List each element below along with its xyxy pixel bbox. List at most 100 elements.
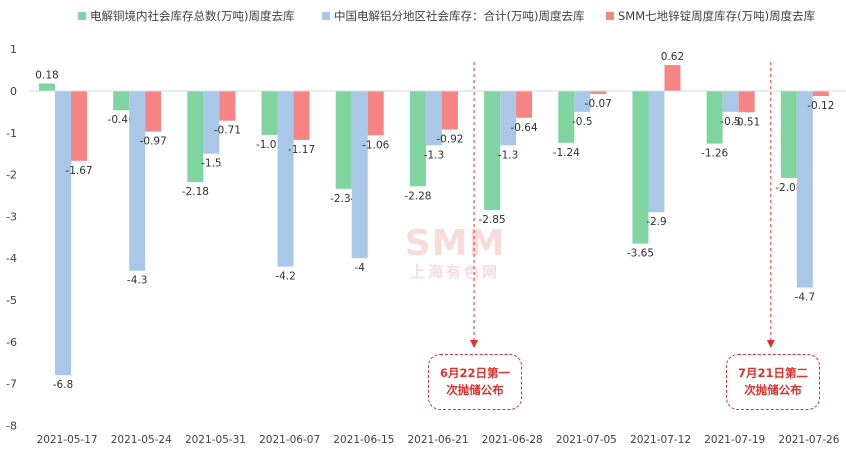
data-label: -4.7 [795,291,816,303]
annotation-first-line1: 6月22日第一 [439,366,510,380]
x-tick-label: 2021-07-05 [556,434,617,446]
bar-1-1 [129,91,146,271]
y-tick-label: 1 [10,43,17,56]
legend-item-aluminum: 中国电解铝分地区社会库存：合计(万吨)周度去库 [322,8,584,24]
data-label: -1.3 [498,149,519,161]
data-label: -2.85 [479,214,506,226]
bar-2-10 [812,91,829,97]
data-label: -0.71 [214,125,241,137]
x-tick-label: 2021-07-12 [630,434,691,446]
bar-1-8 [648,91,665,213]
data-label: -1.24 [553,147,580,159]
bar-1-9 [722,91,739,112]
y-tick-label: -4 [6,252,17,265]
x-tick-label: 2021-06-07 [259,434,320,446]
data-label: -2.08 [775,182,802,194]
x-tick-label: 2021-07-19 [704,434,765,446]
bar-1-0 [55,91,71,376]
x-tick-label: 2021-05-24 [111,434,172,446]
bar-2-6 [516,91,533,118]
data-label: -4.3 [127,275,148,287]
bar-1-4 [351,91,368,259]
data-label: -2.9 [646,216,667,228]
bar-2-9 [738,91,755,113]
legend-swatch-aluminum [322,12,330,20]
data-label: -0.51 [733,116,760,128]
data-label: -0.97 [140,136,167,148]
data-label: 0.18 [35,69,58,81]
bar-2-2 [219,91,236,121]
legend-swatch-zinc [606,12,614,20]
y-tick-label: -3 [6,210,17,223]
data-label: -1.5 [201,158,222,170]
legend-label-aluminum: 中国电解铝分地区社会库存：合计(万吨)周度去库 [334,9,585,23]
data-label: -2.18 [182,186,209,198]
x-tick-label: 2021-05-17 [37,434,98,446]
annotation-arrow-head [766,340,775,348]
legend-item-zinc: SMM七地锌锭周度库存(万吨)周度去库 [606,8,815,24]
bar-0-3 [261,91,278,135]
x-tick-label: 2021-05-31 [185,434,246,446]
bar-0-9 [706,91,723,144]
legend-label-zinc: SMM七地锌锭周度库存(万吨)周度去库 [618,9,816,23]
data-label: -6.8 [53,379,74,391]
bar-2-5 [441,91,458,130]
data-label: -0.12 [807,100,834,112]
bar-0-5 [409,91,426,187]
bar-0-4 [335,91,352,189]
data-label: -2.34 [330,193,357,205]
y-tick-label: -6 [6,336,17,349]
legend-label-copper: 电解铜境内社会库存总数(万吨)周度去库 [90,9,295,23]
bar-0-10 [780,91,797,178]
bar-2-8 [664,65,681,91]
data-label: -0.92 [436,133,463,145]
y-tick-label: -1 [6,127,17,140]
annotation-second-line2: 次抛储公布 [744,383,802,397]
data-label: -0.5 [720,116,741,128]
bar-2-0 [71,91,87,161]
data-label: -1.3 [424,149,445,161]
data-label: -1.26 [701,148,728,160]
bar-0-0 [39,83,55,91]
x-tick-label: 2021-06-21 [407,434,468,446]
data-label: -4 [354,262,365,274]
bar-1-5 [425,91,442,146]
bar-1-7 [574,91,591,112]
bar-2-3 [293,91,310,140]
bar-1-10 [796,91,813,288]
bar-0-8 [632,91,649,244]
bar-2-7 [590,91,607,94]
bar-0-7 [558,91,575,143]
bar-2-1 [145,91,162,132]
y-tick-label: 0 [10,85,17,98]
data-label: -0.46 [108,114,135,126]
legend-item-copper: 电解铜境内社会库存总数(万吨)周度去库 [78,8,294,24]
bar-1-2 [203,91,220,154]
y-tick-label: -2 [6,169,17,182]
data-label: -2.28 [404,190,431,202]
x-tick-label: 2021-06-15 [333,434,394,446]
data-label: -0.07 [585,98,612,110]
annotation-first-release: 6月22日第一 次抛储公布 [428,354,522,410]
y-tick-label: -5 [6,294,17,307]
annotation-first-line2: 次抛储公布 [446,383,504,397]
annotation-second-line1: 7月21日第二 [737,366,808,380]
x-tick-label: 2021-06-28 [482,434,543,446]
bar-2-4 [367,91,384,136]
y-tick-label: -8 [6,419,17,432]
data-label: 0.62 [661,51,684,63]
data-label: -3.65 [627,248,654,260]
bar-0-1 [113,91,130,111]
bar-1-6 [500,91,517,146]
legend-swatch-copper [78,12,86,20]
data-label: -4.2 [275,271,296,283]
data-label: -1.06 [362,139,389,151]
data-label: -0.64 [511,122,538,134]
annotation-second-release: 7月21日第二 次抛储公布 [726,354,820,410]
bar-0-2 [187,91,204,183]
x-tick-label: 2021-07-26 [778,434,839,446]
data-label: -1.17 [288,144,315,156]
bar-1-3 [277,91,294,267]
y-tick-label: -7 [6,378,17,391]
